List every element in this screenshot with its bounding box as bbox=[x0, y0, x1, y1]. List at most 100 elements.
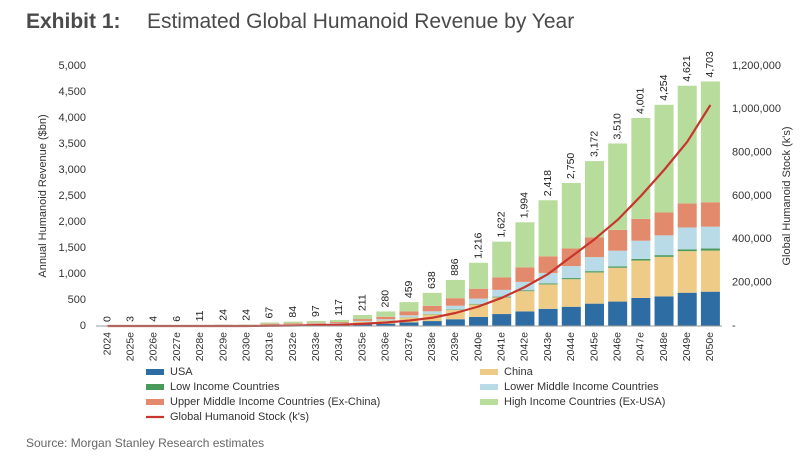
total-label: 97 bbox=[310, 305, 322, 317]
bar-segment bbox=[492, 314, 512, 326]
bar-segment bbox=[677, 227, 697, 250]
x-tick-label: 2044e bbox=[565, 332, 577, 361]
y2-tick-label: 1,000,000 bbox=[732, 103, 781, 115]
bar-segment bbox=[538, 284, 558, 309]
bar-segment bbox=[399, 302, 419, 312]
legend-swatch bbox=[480, 384, 498, 390]
bar-segment bbox=[561, 183, 581, 249]
legend-swatch bbox=[146, 369, 164, 375]
legend-label: Upper Middle Income Countries (Ex-China) bbox=[170, 396, 380, 408]
bar-segment bbox=[700, 226, 720, 249]
bar-segment bbox=[584, 271, 604, 273]
bar-segment bbox=[515, 267, 535, 282]
bar-segment bbox=[353, 320, 373, 322]
bar-segment bbox=[376, 316, 396, 320]
bar-segment bbox=[445, 305, 465, 310]
y2-axis-title: Global Humanoid Stock (k's) bbox=[781, 126, 793, 265]
bar-segment bbox=[283, 321, 303, 324]
y2-tick-label: 400,000 bbox=[732, 233, 772, 245]
bar-segment bbox=[376, 319, 396, 321]
bar-segment bbox=[422, 292, 442, 306]
total-label: 24 bbox=[240, 309, 252, 321]
x-tick-label: 2041e bbox=[496, 332, 508, 361]
x-tick-label: 2027e bbox=[171, 332, 183, 361]
bar-segment bbox=[329, 319, 349, 323]
legend-label: High Income Countries (Ex-USA) bbox=[504, 396, 665, 408]
total-label: 117 bbox=[333, 299, 345, 316]
y-tick-label: 1,500 bbox=[58, 242, 86, 254]
bar-segment bbox=[561, 306, 581, 326]
total-label: 4 bbox=[148, 316, 160, 322]
bar-segment bbox=[677, 251, 697, 293]
total-label: 1,622 bbox=[496, 211, 508, 237]
y-tick-label: 5,000 bbox=[58, 60, 86, 72]
bar-segment bbox=[353, 319, 373, 321]
y-tick-label: 3,000 bbox=[58, 164, 86, 176]
y2-tick-label: 800,000 bbox=[732, 147, 772, 159]
legend-label: Low Income Countries bbox=[170, 381, 280, 393]
chart-title: Estimated Global Humanoid Revenue by Yea… bbox=[146, 10, 575, 33]
bar-segment bbox=[492, 297, 512, 315]
x-tick-label: 2047e bbox=[635, 332, 647, 361]
y-tick-label: 2,500 bbox=[58, 190, 86, 202]
axes-layer: 2024 2025e 2026e 2027e 2028e 2029e 2030e 2031e 2… bbox=[37, 60, 793, 361]
bar-segment bbox=[538, 272, 558, 284]
bar-segment bbox=[654, 212, 674, 236]
bar-segment bbox=[399, 322, 419, 326]
x-tick-label: 2026e bbox=[148, 332, 160, 361]
x-tick-label: 2031e bbox=[264, 332, 276, 361]
bar-segment bbox=[654, 296, 674, 326]
total-label: 0 bbox=[101, 316, 113, 322]
x-tick-label: 2024 bbox=[101, 332, 113, 356]
x-tick-label: 2043e bbox=[542, 332, 554, 361]
bar-segment bbox=[422, 321, 442, 326]
bar-segment bbox=[538, 308, 558, 326]
bar-segment bbox=[538, 283, 558, 285]
y2-tick-label: 200,000 bbox=[732, 277, 772, 289]
x-tick-label: 2034e bbox=[333, 332, 345, 361]
bar-segment bbox=[631, 297, 651, 326]
bar-segment bbox=[654, 235, 674, 256]
bar-segment bbox=[631, 218, 651, 241]
bar-segment bbox=[654, 256, 674, 297]
x-tick-label: 2050e bbox=[704, 332, 716, 361]
bar-segment bbox=[700, 81, 720, 203]
x-tick-label: 2025e bbox=[125, 332, 137, 361]
source-note: Source: Morgan Stanley Research estimate… bbox=[26, 436, 265, 450]
x-tick-label: 2030e bbox=[240, 332, 252, 361]
total-label: 84 bbox=[287, 306, 299, 318]
y-tick-label: 3,500 bbox=[58, 138, 86, 150]
bar-segment bbox=[376, 311, 396, 317]
bar-segment bbox=[422, 305, 442, 312]
bar-segment bbox=[329, 322, 349, 324]
bar-segment bbox=[538, 200, 558, 257]
bar-segment bbox=[469, 303, 489, 305]
bar-segment bbox=[584, 303, 604, 326]
bar-segment bbox=[469, 288, 489, 299]
bar-segment bbox=[561, 278, 581, 280]
x-tick-label: 2029e bbox=[217, 332, 229, 361]
bar-segment bbox=[677, 249, 697, 252]
x-tick-label: 2046e bbox=[611, 332, 623, 361]
bar-segment bbox=[492, 277, 512, 290]
y-tick-label: 2,000 bbox=[58, 216, 86, 228]
x-tick-label: 2035e bbox=[356, 332, 368, 361]
total-label: 24 bbox=[217, 309, 229, 321]
x-tick-label: 2040e bbox=[472, 332, 484, 361]
legend-swatch bbox=[480, 369, 498, 375]
bar-segment bbox=[492, 241, 512, 278]
total-label: 459 bbox=[403, 280, 415, 298]
total-label: 1,216 bbox=[472, 232, 484, 258]
y-tick-label: 4,500 bbox=[58, 86, 86, 98]
bar-segment bbox=[469, 298, 489, 304]
bar-segment bbox=[376, 323, 396, 326]
y2-tick-label: 1,200,000 bbox=[732, 60, 781, 72]
exhibit-label: Exhibit 1: bbox=[26, 10, 121, 33]
total-label: 3,510 bbox=[611, 113, 623, 139]
total-label: 4,001 bbox=[635, 88, 647, 114]
total-label: 11 bbox=[194, 310, 206, 321]
y-tick-label: 1,000 bbox=[58, 268, 86, 280]
y-tick-label: 500 bbox=[68, 294, 86, 306]
bar-segment bbox=[353, 324, 373, 326]
bar-segment bbox=[445, 279, 465, 299]
